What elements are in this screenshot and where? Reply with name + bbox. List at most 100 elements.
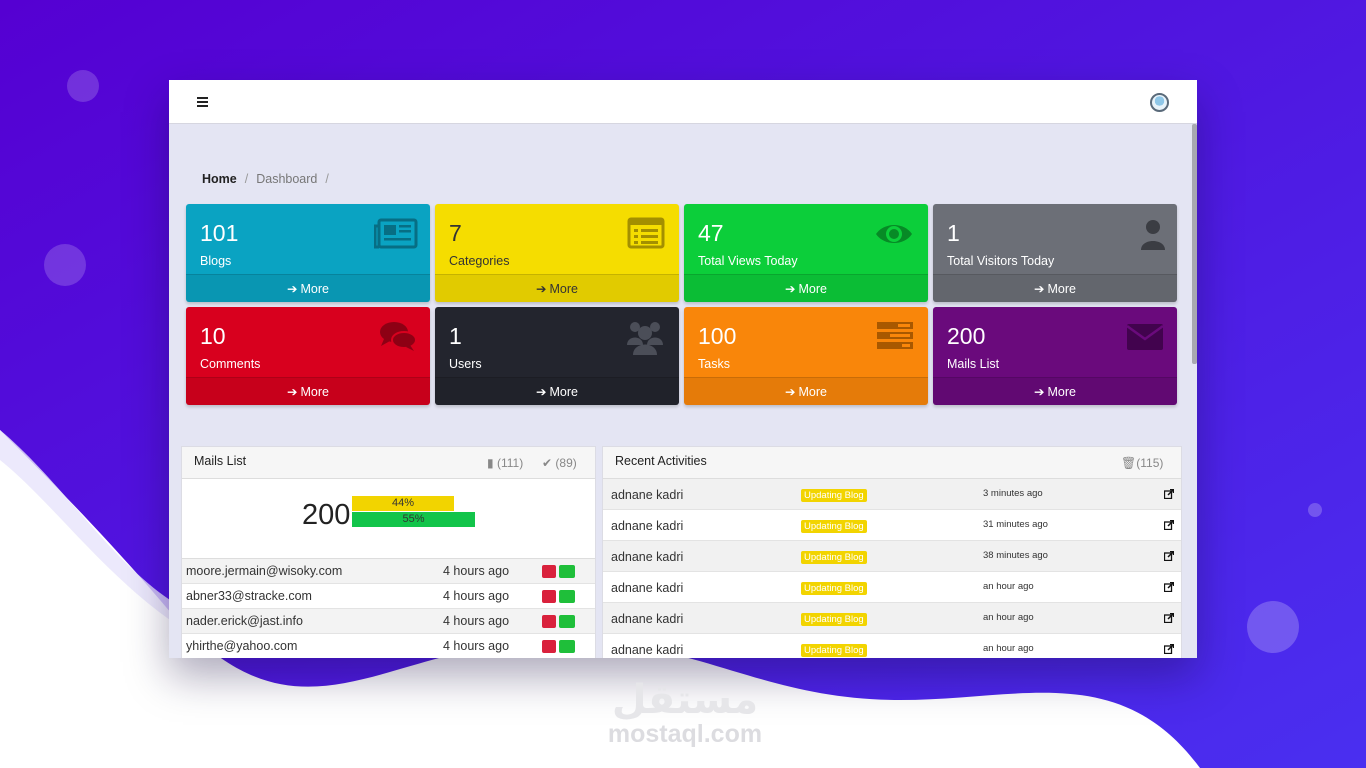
more-link[interactable]: ➔ More [435, 377, 679, 405]
list-window-icon [627, 217, 665, 249]
tile-value: 7 [449, 220, 462, 246]
activity-badge: Updating Blog [801, 613, 867, 626]
user-avatar-icon[interactable] [1150, 93, 1169, 112]
activity-time: 31 minutes ago [983, 519, 1048, 530]
tile-value: 47 [698, 220, 724, 246]
activity-badge: Updating Blog [801, 520, 867, 533]
panel-title: Mails List [194, 454, 247, 468]
external-link-icon[interactable] [1164, 613, 1174, 623]
activities-rows: adnane kadri Updating Blog 3 minutes ago… [603, 479, 1181, 658]
table-row: nader.erick@jast.info 4 hours ago [182, 609, 595, 634]
tile-value: 1 [947, 220, 960, 246]
mail-time: 4 hours ago [443, 564, 510, 578]
mail-time: 4 hours ago [443, 589, 510, 603]
mail-email: abner33@stracke.com [186, 589, 312, 603]
scrollbar[interactable] [1192, 124, 1197, 364]
approve-button[interactable] [559, 590, 575, 603]
tile-label: Tasks [698, 357, 730, 371]
newspaper-icon [374, 218, 418, 249]
tile-value: 101 [200, 220, 239, 246]
breadcrumb-home[interactable]: Home [202, 172, 237, 186]
activity-user: adnane kadri [611, 488, 684, 502]
list-item: adnane kadri Updating Blog an hour ago [603, 572, 1181, 603]
tile-categories: 7 Categories ➔ More [435, 204, 679, 302]
activity-time: an hour ago [983, 612, 1034, 623]
mail-email: nader.erick@jast.info [186, 614, 303, 628]
approve-button[interactable] [559, 565, 575, 578]
activity-user: adnane kadri [611, 550, 684, 564]
mail-time: 4 hours ago [443, 614, 510, 628]
user-icon [1141, 220, 1165, 250]
file-icon: ▮ [487, 456, 494, 470]
tile-mails-list: 200 Mails List ➔ More [933, 307, 1177, 405]
approve-button[interactable] [559, 615, 575, 628]
activity-badge: Updating Blog [801, 489, 867, 502]
tile-tasks: 100 Tasks ➔ More [684, 307, 928, 405]
tile-total-visitors: 1 Total Visitors Today ➔ More [933, 204, 1177, 302]
activity-user: adnane kadri [611, 519, 684, 533]
approve-button[interactable] [559, 640, 575, 653]
external-link-icon[interactable] [1164, 582, 1174, 592]
mails-panel-header: Mails List ▮ (111) ✔ (89) [182, 447, 595, 479]
delete-button[interactable] [542, 640, 556, 653]
activity-time: 38 minutes ago [983, 550, 1048, 561]
activity-time: an hour ago [983, 643, 1034, 654]
recent-activities-panel: Recent Activities 🗑(115) adnane kadri Up… [602, 446, 1182, 658]
more-link[interactable]: ➔ More [933, 274, 1177, 302]
tasks-icon [877, 322, 913, 349]
tile-value: 10 [200, 323, 226, 349]
external-link-icon[interactable] [1164, 644, 1174, 654]
activity-user: adnane kadri [611, 643, 684, 657]
mail-time: 4 hours ago [443, 639, 510, 653]
progress-bar-yellow: 44% [352, 496, 454, 511]
breadcrumb: Home / Dashboard / [202, 172, 329, 186]
list-item: adnane kadri Updating Blog 38 minutes ag… [603, 541, 1181, 572]
activity-user: adnane kadri [611, 581, 684, 595]
more-link[interactable]: ➔ More [933, 377, 1177, 405]
more-link[interactable]: ➔ More [684, 274, 928, 302]
watermark-logo: مستقل mostaql.com [600, 680, 770, 749]
more-link[interactable]: ➔ More [684, 377, 928, 405]
tile-users: 1 Users ➔ More [435, 307, 679, 405]
activity-time: 3 minutes ago [983, 488, 1043, 499]
activity-badge: Updating Blog [801, 644, 867, 657]
users-icon [627, 322, 663, 355]
tile-label: Categories [449, 254, 510, 268]
list-item: adnane kadri Updating Blog an hour ago [603, 634, 1181, 658]
trash-count[interactable]: 🗑(115) [1121, 456, 1164, 470]
list-item: adnane kadri Updating Blog 31 minutes ag… [603, 510, 1181, 541]
activity-user: adnane kadri [611, 612, 684, 626]
external-link-icon[interactable] [1164, 489, 1174, 499]
breadcrumb-current: Dashboard [256, 172, 318, 186]
more-link[interactable]: ➔ More [186, 377, 430, 405]
activities-panel-header: Recent Activities 🗑(115) [603, 447, 1181, 479]
top-navbar [169, 80, 1197, 124]
tile-label: Total Views Today [698, 254, 798, 268]
delete-button[interactable] [542, 565, 556, 578]
delete-button[interactable] [542, 615, 556, 628]
list-item: adnane kadri Updating Blog an hour ago [603, 603, 1181, 634]
delete-button[interactable] [542, 590, 556, 603]
read-count[interactable]: ✔ (89) [542, 456, 577, 470]
table-row: yhirthe@yahoo.com 4 hours ago [182, 634, 595, 658]
mail-email: moore.jermain@wisoky.com [186, 564, 343, 578]
more-link[interactable]: ➔ More [186, 274, 430, 302]
panel-title: Recent Activities [615, 454, 707, 468]
tile-value: 100 [698, 323, 737, 349]
external-link-icon[interactable] [1164, 520, 1174, 530]
watermark-latin: mostaql.com [607, 720, 763, 748]
hamburger-icon[interactable] [197, 97, 208, 107]
activity-badge: Updating Blog [801, 582, 867, 595]
more-link[interactable]: ➔ More [435, 274, 679, 302]
external-link-icon[interactable] [1164, 551, 1174, 561]
tile-value: 200 [947, 323, 986, 349]
unread-count[interactable]: ▮ (111) [487, 456, 524, 470]
eye-icon [876, 225, 912, 243]
trash-icon: 🗑 [1121, 456, 1137, 470]
comments-icon [380, 322, 417, 351]
mails-rows: moore.jermain@wisoky.com 4 hours ago abn… [182, 559, 595, 658]
table-row: abner33@stracke.com 4 hours ago [182, 584, 595, 609]
progress-bar-green: 55% [352, 512, 475, 527]
table-row: moore.jermain@wisoky.com 4 hours ago [182, 559, 595, 584]
tile-label: Users [449, 357, 482, 371]
